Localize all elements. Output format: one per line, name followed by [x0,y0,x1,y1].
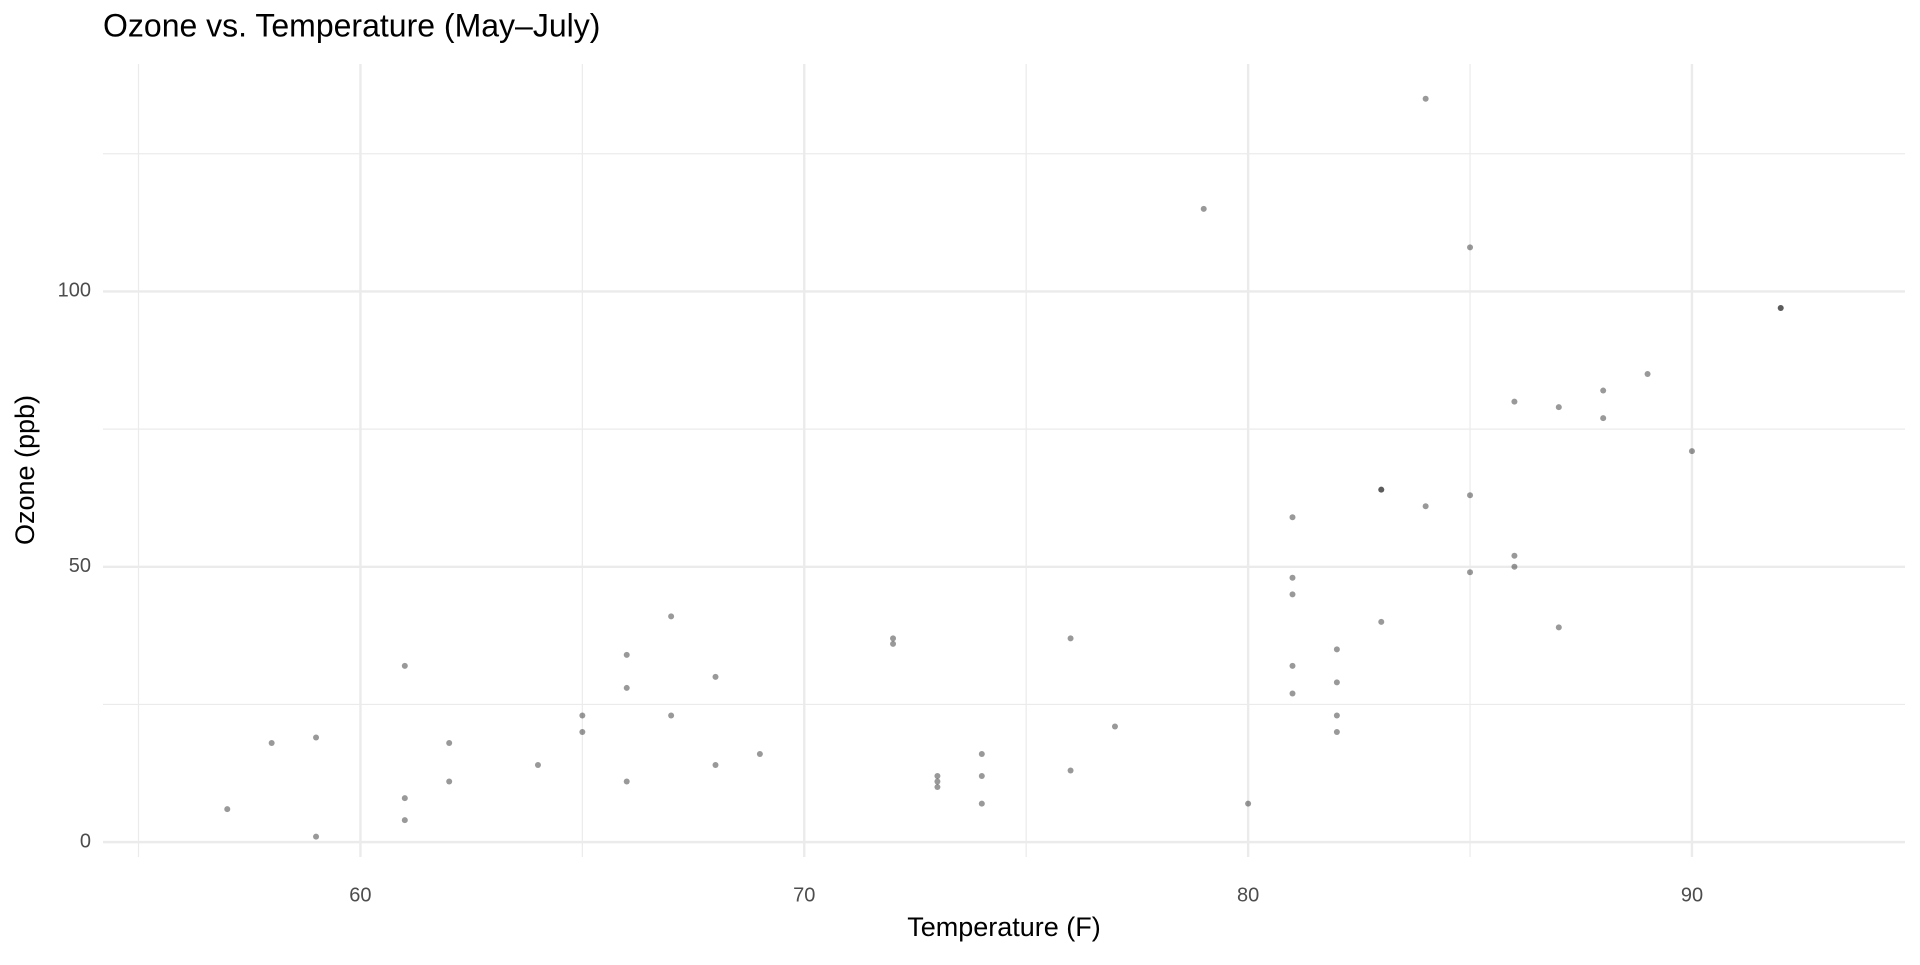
point [224,806,231,813]
point [712,762,719,769]
point [1555,404,1562,411]
point [934,778,941,785]
point [534,762,541,769]
point [268,740,275,747]
point [1333,712,1340,719]
point [623,778,630,785]
x-axis-title: Temperature (F) [907,912,1101,942]
point [1200,205,1207,212]
point [1422,503,1429,510]
point [934,784,941,791]
y-tick-label: 0 [80,830,91,852]
point [1467,492,1474,499]
point [1422,95,1429,102]
point [1289,574,1296,581]
point [1289,514,1296,521]
point [401,795,408,802]
point [1511,563,1518,570]
point [401,662,408,669]
point [1644,371,1651,378]
point [1111,723,1118,730]
point [446,778,453,785]
point [623,684,630,691]
point [1688,448,1695,455]
point [623,651,630,658]
point [890,635,897,642]
point [1600,415,1607,422]
point [668,712,675,719]
point [1600,387,1607,394]
point [1467,244,1474,251]
point [712,673,719,680]
point [1378,486,1385,493]
point [1067,635,1074,642]
point [1467,569,1474,576]
x-tick-label: 80 [1237,884,1259,906]
point [668,613,675,620]
point [1555,624,1562,631]
point [1777,304,1784,311]
chart-title: Ozone vs. Temperature (May–July) [103,7,600,43]
y-axis-title: Ozone (ppb) [10,395,40,545]
point [579,728,586,735]
point [1378,618,1385,625]
point [313,734,320,741]
point [1511,398,1518,405]
point [1333,679,1340,686]
point [1777,304,1784,311]
point [1511,552,1518,559]
point [1289,591,1296,598]
point [579,712,586,719]
point [1067,767,1074,774]
point [401,817,408,824]
point [1378,486,1385,493]
point [978,773,985,780]
point [1245,800,1252,807]
point [978,751,985,758]
point [890,640,897,647]
x-tick-label: 60 [349,884,371,906]
point [1333,728,1340,735]
x-tick-label: 90 [1681,884,1703,906]
point [934,773,941,780]
point [446,740,453,747]
point [756,751,763,758]
point [1333,646,1340,653]
point [1289,690,1296,697]
point [313,833,320,840]
point [1289,662,1296,669]
point [978,800,985,807]
y-tick-label: 50 [69,555,91,577]
x-tick-label: 70 [793,884,815,906]
y-tick-label: 100 [58,280,91,302]
